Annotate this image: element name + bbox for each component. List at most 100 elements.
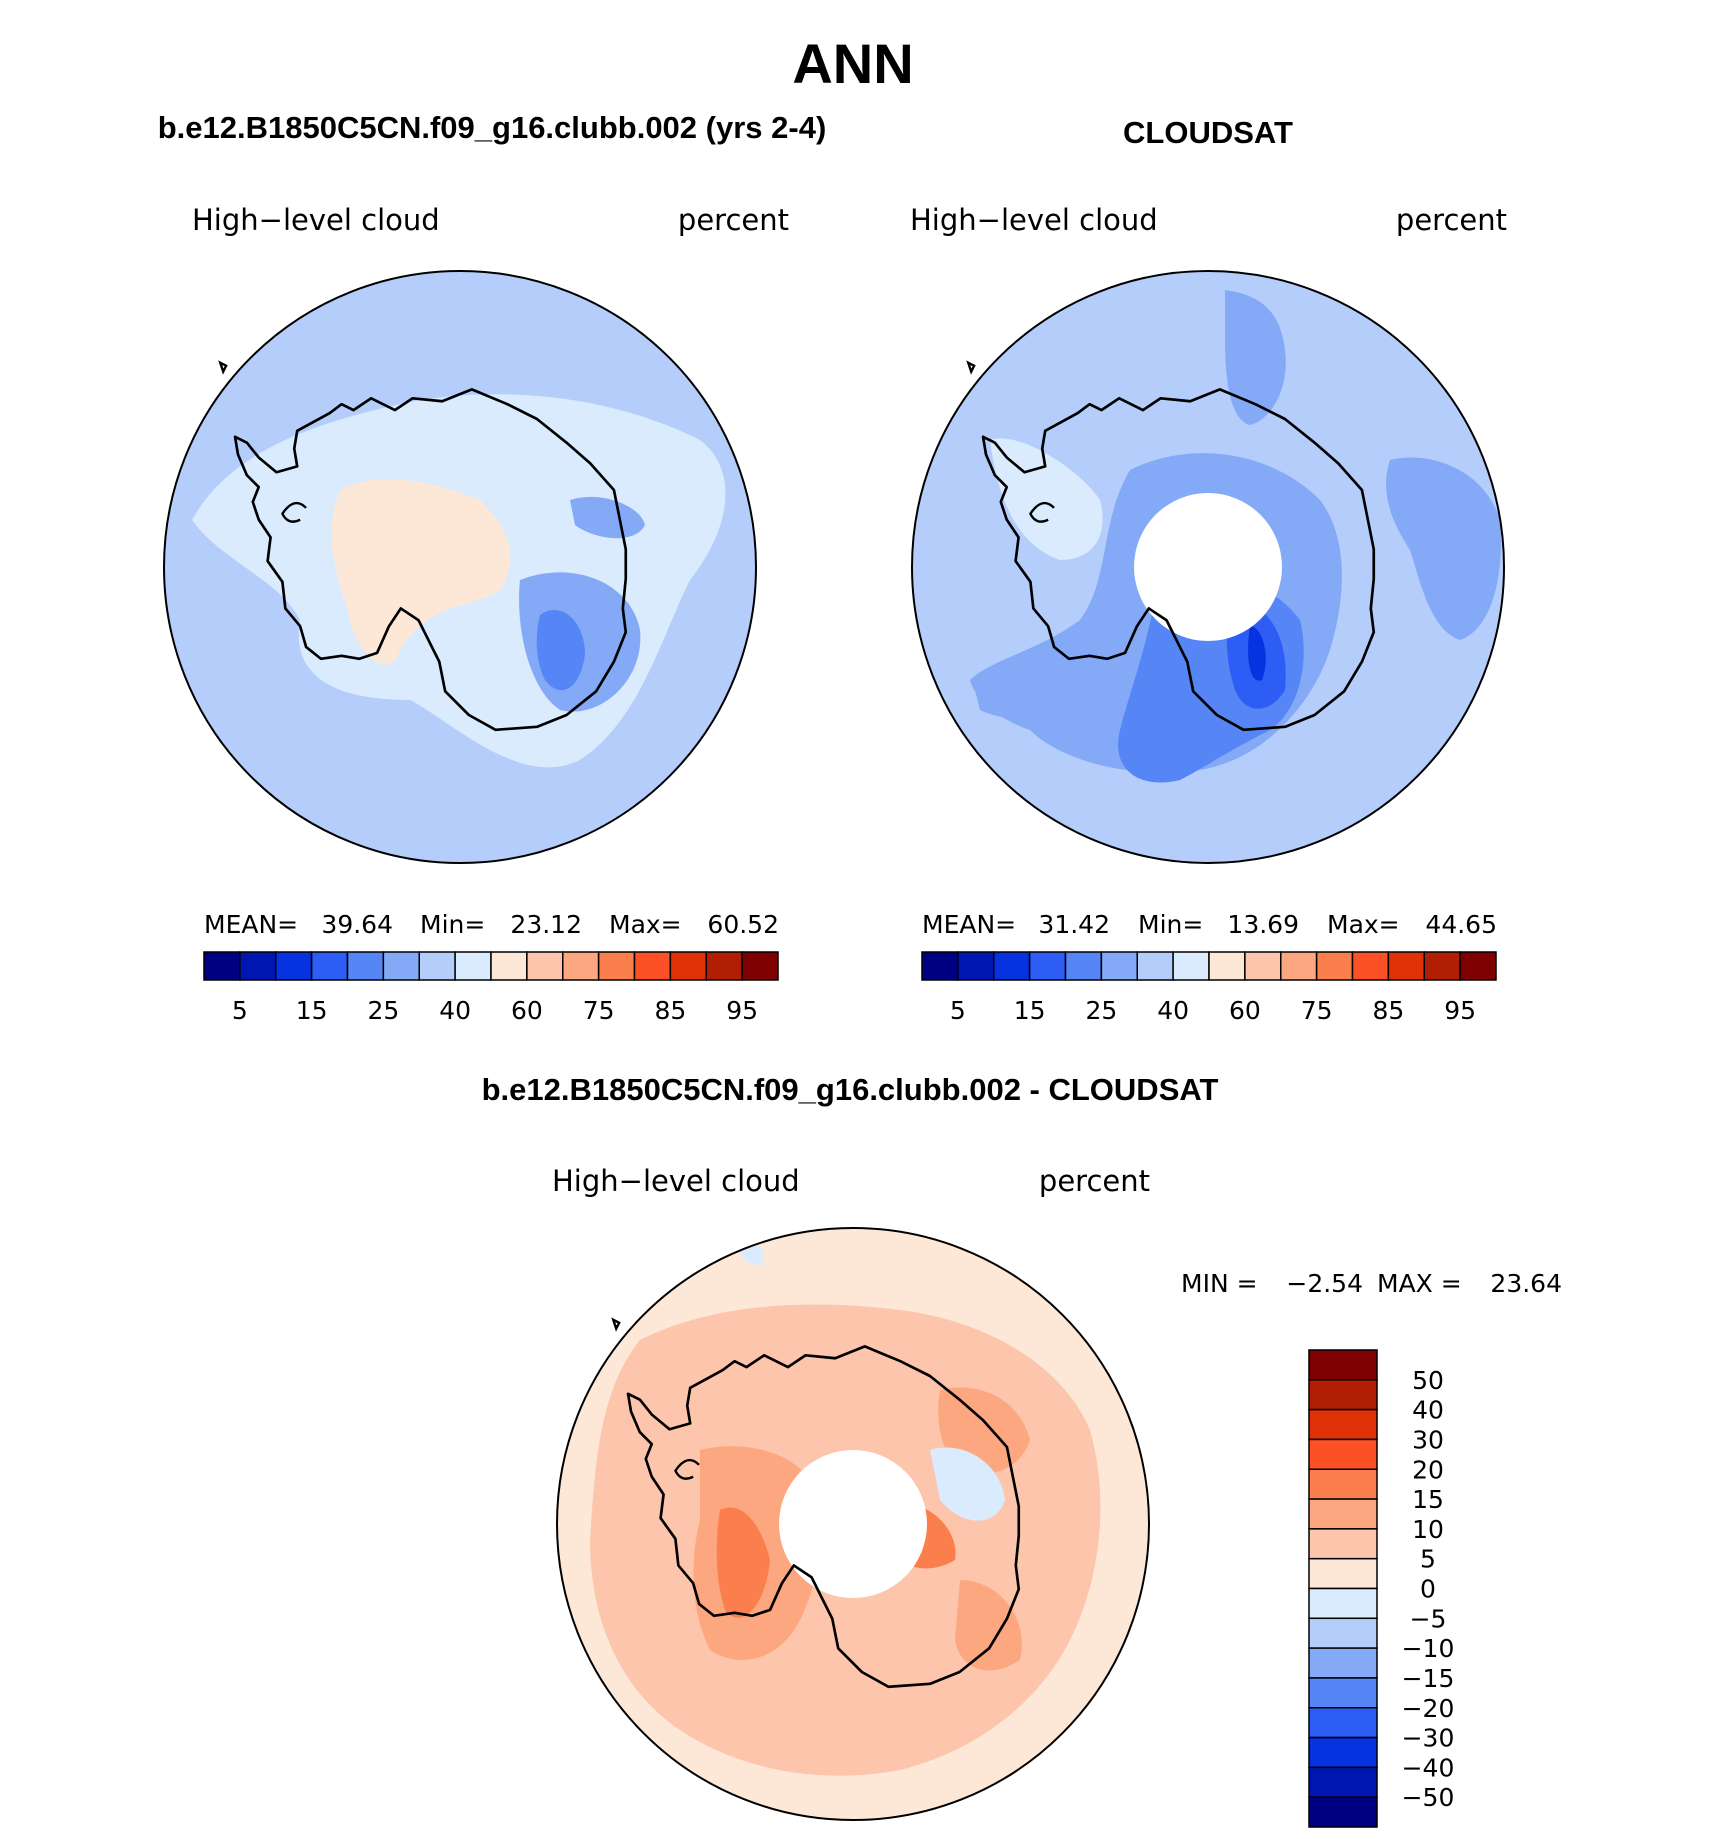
obs-colorbar-box [993,951,1031,981]
obs-colorbar-box [1423,951,1461,981]
diff-map [557,1228,1149,1820]
diff-variable-label: High−level cloud [552,1164,800,1198]
model-colorbar-box [490,951,528,981]
obs-colorbar-box [1244,951,1282,981]
diff-colorbar-tick-label: −50 [1402,1783,1455,1812]
model-map-border [163,270,757,864]
diff-min-label: MIN = [1181,1269,1258,1298]
obs-pole-hole [1134,493,1282,641]
model-colorbar-box [203,951,241,981]
model-max-label: Max= [609,910,682,939]
diff-colorbar-box [1308,1528,1378,1560]
obs-variable-label: High−level cloud [910,203,1158,237]
obs-map-border [911,270,1505,864]
model-colorbar-tick-label: 95 [726,996,758,1025]
diff-colorbar-tick-label: 50 [1412,1366,1444,1395]
model-mean-value: 39.64 [321,910,393,939]
model-min-value: 23.12 [510,910,582,939]
obs-colorbar-box [1064,951,1103,981]
obs-colorbar-tick-label: 15 [1014,996,1046,1025]
model-variable-label: High−level cloud [192,203,440,237]
model-colorbar-box [454,951,492,981]
diff-colorbar-box [1308,1557,1378,1590]
diff-colorbar-tick-label: 10 [1412,1515,1444,1544]
model-colorbar-box [275,951,313,981]
diff-colorbar-box [1308,1707,1378,1739]
obs-min-label: Min= [1138,910,1203,939]
obs-colorbar-tick-label: 75 [1301,996,1333,1025]
diff-colorbar-box [1308,1796,1378,1828]
diff-max-value: 23.64 [1490,1269,1562,1298]
obs-colorbar-box [1100,951,1138,981]
diff-colorbar-box [1308,1408,1378,1441]
model-colorbar-box [669,951,707,981]
obs-colorbar-box [1172,951,1210,981]
obs-max-value: 44.65 [1425,910,1497,939]
obs-mean-value: 31.42 [1038,910,1110,939]
obs-colorbar-box [1387,951,1425,981]
diff-map-border [556,1227,1150,1821]
diff-colorbar-tick-label: 40 [1412,1396,1444,1425]
diff-units-label: percent [1039,1164,1150,1198]
obs-min-value: 13.69 [1227,910,1299,939]
obs-colorbar-box [1351,951,1390,981]
diff-colorbar-box [1308,1617,1378,1649]
model-colorbar-tick-label: 40 [439,996,471,1025]
diff-colorbar-tick-label: 15 [1412,1485,1444,1514]
model-colorbar-tick-label: 85 [654,996,686,1025]
diff-colorbar-tick-label: −15 [1402,1664,1455,1693]
diff-colorbar-box [1308,1468,1378,1500]
obs-colorbar-box [1315,951,1354,981]
diff-colorbar-box [1308,1736,1378,1769]
obs-colorbar-box [921,951,959,981]
model-colorbar-box [562,951,600,981]
obs-colorbar-box [1280,951,1318,981]
diff-colorbar-box [1308,1587,1378,1620]
model-map [164,271,756,863]
model-colorbar: 5 15 25 40 60 75 85 95 [203,951,779,1025]
obs-colorbar-box [1459,951,1497,981]
obs-units-label: percent [1396,203,1507,237]
diff-colorbar-tick-label: −30 [1402,1724,1455,1753]
obs-colorbar-box [1208,951,1246,981]
diff-pole-hole [779,1450,927,1598]
diff-colorbar-tick-label: −10 [1402,1634,1455,1663]
model-colorbar-box [526,951,564,981]
diff-colorbar-tick-label: 30 [1412,1425,1444,1454]
model-max-value: 60.52 [707,910,779,939]
model-colorbar-tick-label: 60 [511,996,543,1025]
diff-colorbar-tick-label: −40 [1402,1753,1455,1782]
model-colorbar-tick-label: 75 [583,996,615,1025]
diff-colorbar-box [1308,1498,1378,1530]
diff-colorbar-tick-label: 5 [1420,1545,1436,1574]
model-mean-label: MEAN= [204,910,298,939]
diff-colorbar-tick-label: −5 [1410,1604,1447,1633]
diff-colorbar-tick-label: 0 [1420,1575,1436,1604]
obs-panel: High−level cloud percent MEAN= 31.42 Min… [910,203,1507,1025]
diff-panel: High−level cloud percent MIN = −2.54 MAX… [552,1164,1562,1828]
model-colorbar-tick-label: 5 [232,996,248,1025]
diff-colorbar-tick-label: −20 [1402,1694,1455,1723]
model-panel: High−level cloud percent MEAN= 39.64 Min… [163,203,789,1025]
diff-min-value: −2.54 [1286,1269,1363,1298]
obs-colorbar-tick-label: 25 [1085,996,1117,1025]
model-colorbar-tick-label: 15 [296,996,328,1025]
model-colorbar-box [239,951,277,981]
model-colorbar-box [597,951,636,981]
model-units-label: percent [678,203,789,237]
diff-colorbar-box [1308,1379,1378,1411]
model-colorbar-tick-label: 25 [367,996,399,1025]
obs-colorbar: 5 15 25 40 60 75 85 95 [921,951,1497,1025]
obs-colorbar-tick-label: 40 [1157,996,1189,1025]
diff-colorbar-box [1308,1349,1378,1381]
diff-colorbar-tick-label: 20 [1412,1455,1444,1484]
diff-colorbar-box [1308,1677,1378,1709]
diff-colorbar-box [1308,1647,1378,1679]
model-colorbar-box [346,951,385,981]
obs-colorbar-tick-label: 85 [1372,996,1404,1025]
model-colorbar-box [741,951,779,981]
model-colorbar-box [418,951,456,981]
figure-title: ANN [792,32,913,95]
